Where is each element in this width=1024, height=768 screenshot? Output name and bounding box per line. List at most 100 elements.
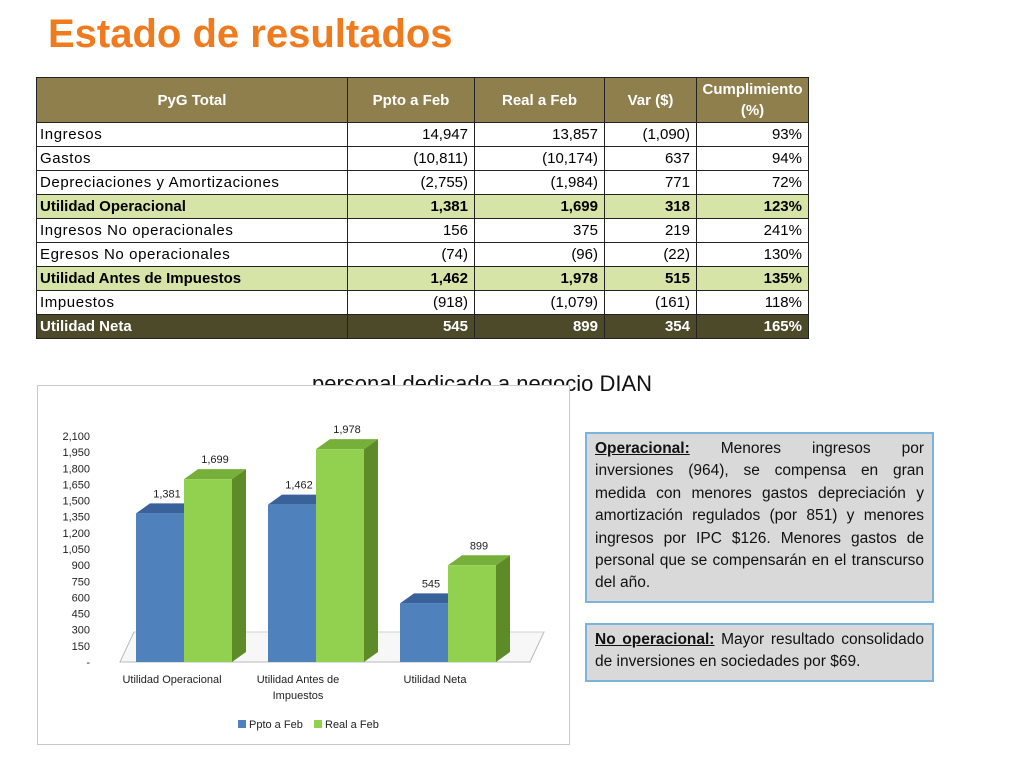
legend-label: Ppto a Feb	[249, 719, 303, 731]
cell-cumplimiento: 118%	[696, 290, 809, 315]
row-label: Ingresos No operacionales	[36, 218, 348, 243]
cell-cumplimiento: 165%	[696, 314, 809, 339]
table-row: Egresos No operacionales (74) (96) (22) 130%	[36, 242, 809, 267]
table-row: Utilidad Neta 545 899 354 165%	[36, 314, 809, 339]
bar	[400, 603, 448, 662]
bar-side	[364, 439, 378, 662]
data-label: 1,699	[201, 454, 229, 466]
data-label: 899	[470, 540, 488, 552]
row-label: Utilidad Neta	[36, 314, 348, 339]
cell-ppto: 1,381	[347, 194, 475, 219]
note-no-operacional-heading: No operacional:	[595, 631, 715, 648]
cell-ppto: 545	[347, 314, 475, 339]
y-tick-label: 1,800	[62, 463, 90, 475]
y-tick-label: 1,200	[62, 528, 90, 540]
y-tick-label: 1,500	[62, 496, 90, 508]
cell-real: (96)	[474, 242, 605, 267]
header-ppto: Ppto a Feb	[347, 77, 475, 123]
row-label: Utilidad Antes de Impuestos	[36, 266, 348, 291]
cell-var: (22)	[604, 242, 697, 267]
cell-real: 375	[474, 218, 605, 243]
cell-cumplimiento: 93%	[696, 122, 809, 147]
bar-top	[448, 555, 510, 566]
table-row: Utilidad Operacional 1,381 1,699 318 123%	[36, 194, 809, 219]
cell-real: 1,978	[474, 266, 605, 291]
legend-swatch	[314, 720, 322, 728]
note-operacional-text: Menores ingresos por inversiones (964), …	[595, 440, 924, 592]
x-category-label: Utilidad Operacional	[122, 674, 221, 686]
bar	[316, 449, 364, 662]
bar	[136, 513, 184, 662]
cell-cumplimiento: 123%	[696, 194, 809, 219]
bar	[448, 565, 496, 662]
data-label: 1,381	[153, 488, 181, 500]
y-tick-label: 300	[72, 625, 90, 637]
data-label: 1,978	[333, 424, 361, 436]
cell-ppto: (918)	[347, 290, 475, 315]
cell-real: 899	[474, 314, 605, 339]
table-row: Depreciaciones y Amortizaciones (2,755) (1…	[36, 170, 809, 195]
header-var: Var ($)	[604, 77, 697, 123]
cell-ppto: 156	[347, 218, 475, 243]
y-tick-label: 600	[72, 592, 90, 604]
y-tick-label: 1,050	[62, 544, 90, 556]
page-title: Estado de resultados	[48, 12, 453, 56]
note-no-operacional-text: Mayor resultado consolidado de inversion…	[595, 631, 924, 671]
note-no-operacional: No operacional: Mayor resultado consolid…	[585, 623, 934, 682]
legend-swatch	[238, 720, 246, 728]
bar	[184, 479, 232, 662]
cell-real: 13,857	[474, 122, 605, 147]
cell-var: (161)	[604, 290, 697, 315]
cell-ppto: (10,811)	[347, 146, 475, 171]
bar-chart-svg: - 150 300 450 600 750 900 1,050 1,200 1,350 1,500 1…	[62, 424, 545, 731]
cell-cumplimiento: 130%	[696, 242, 809, 267]
bar	[268, 504, 316, 662]
bar-side	[232, 469, 246, 662]
cell-cumplimiento: 135%	[696, 266, 809, 291]
cell-ppto: (74)	[347, 242, 475, 267]
table-row: Gastos (10,811) (10,174) 637 94%	[36, 146, 809, 171]
cell-real: (1,984)	[474, 170, 605, 195]
cell-ppto: (2,755)	[347, 170, 475, 195]
table-row: Impuestos (918) (1,079) (161) 118%	[36, 290, 809, 315]
x-category-label: Utilidad Antes de Impuestos	[257, 674, 340, 702]
cell-var: 318	[604, 194, 697, 219]
y-tick-label: 1,650	[62, 479, 90, 491]
y-tick-label: 900	[72, 560, 90, 572]
cell-var: 354	[604, 314, 697, 339]
row-label: Depreciaciones y Amortizaciones	[36, 170, 348, 195]
table-row: Ingresos 14,947 13,857 (1,090) 93%	[36, 122, 809, 147]
table-body: Ingresos 14,947 13,857 (1,090) 93% Gastos (10,…	[36, 122, 809, 339]
bar-top	[400, 593, 462, 604]
table-row: Utilidad Antes de Impuestos 1,462 1,978 515…	[36, 266, 809, 291]
bar-chart: - 150 300 450 600 750 900 1,050 1,200 1,350 1,500 1…	[37, 385, 570, 745]
cell-real: (1,079)	[474, 290, 605, 315]
x-category-label: Utilidad Neta	[404, 674, 468, 686]
note-operacional-heading: Operacional:	[595, 440, 690, 457]
y-tick-label: 1,350	[62, 512, 90, 524]
row-label: Impuestos	[36, 290, 348, 315]
cell-cumplimiento: 241%	[696, 218, 809, 243]
cell-var: 219	[604, 218, 697, 243]
legend-label: Real a Feb	[325, 719, 379, 731]
y-tick-label: 1,950	[62, 447, 90, 459]
cell-ppto: 1,462	[347, 266, 475, 291]
row-label: Egresos No operacionales	[36, 242, 348, 267]
y-tick-label: 750	[72, 576, 90, 588]
table-row: Ingresos No operacionales 156 375 219 241%	[36, 218, 809, 243]
note-operacional: Operacional: Menores ingresos por invers…	[585, 432, 934, 603]
row-label: Ingresos	[36, 122, 348, 147]
y-tick-label: -	[86, 657, 90, 669]
bar-top	[136, 503, 198, 514]
table-header-row: PyG Total Ppto a Feb Real a Feb Var ($) …	[36, 77, 809, 123]
header-real: Real a Feb	[474, 77, 605, 123]
cell-cumplimiento: 94%	[696, 146, 809, 171]
cell-ppto: 14,947	[347, 122, 475, 147]
bar-top	[184, 469, 246, 480]
bar-top	[316, 439, 378, 450]
bar-side	[496, 555, 510, 662]
y-tick-label: 2,100	[62, 431, 90, 443]
cell-var: 637	[604, 146, 697, 171]
y-tick-label: 450	[72, 609, 90, 621]
bar-top	[268, 494, 330, 505]
